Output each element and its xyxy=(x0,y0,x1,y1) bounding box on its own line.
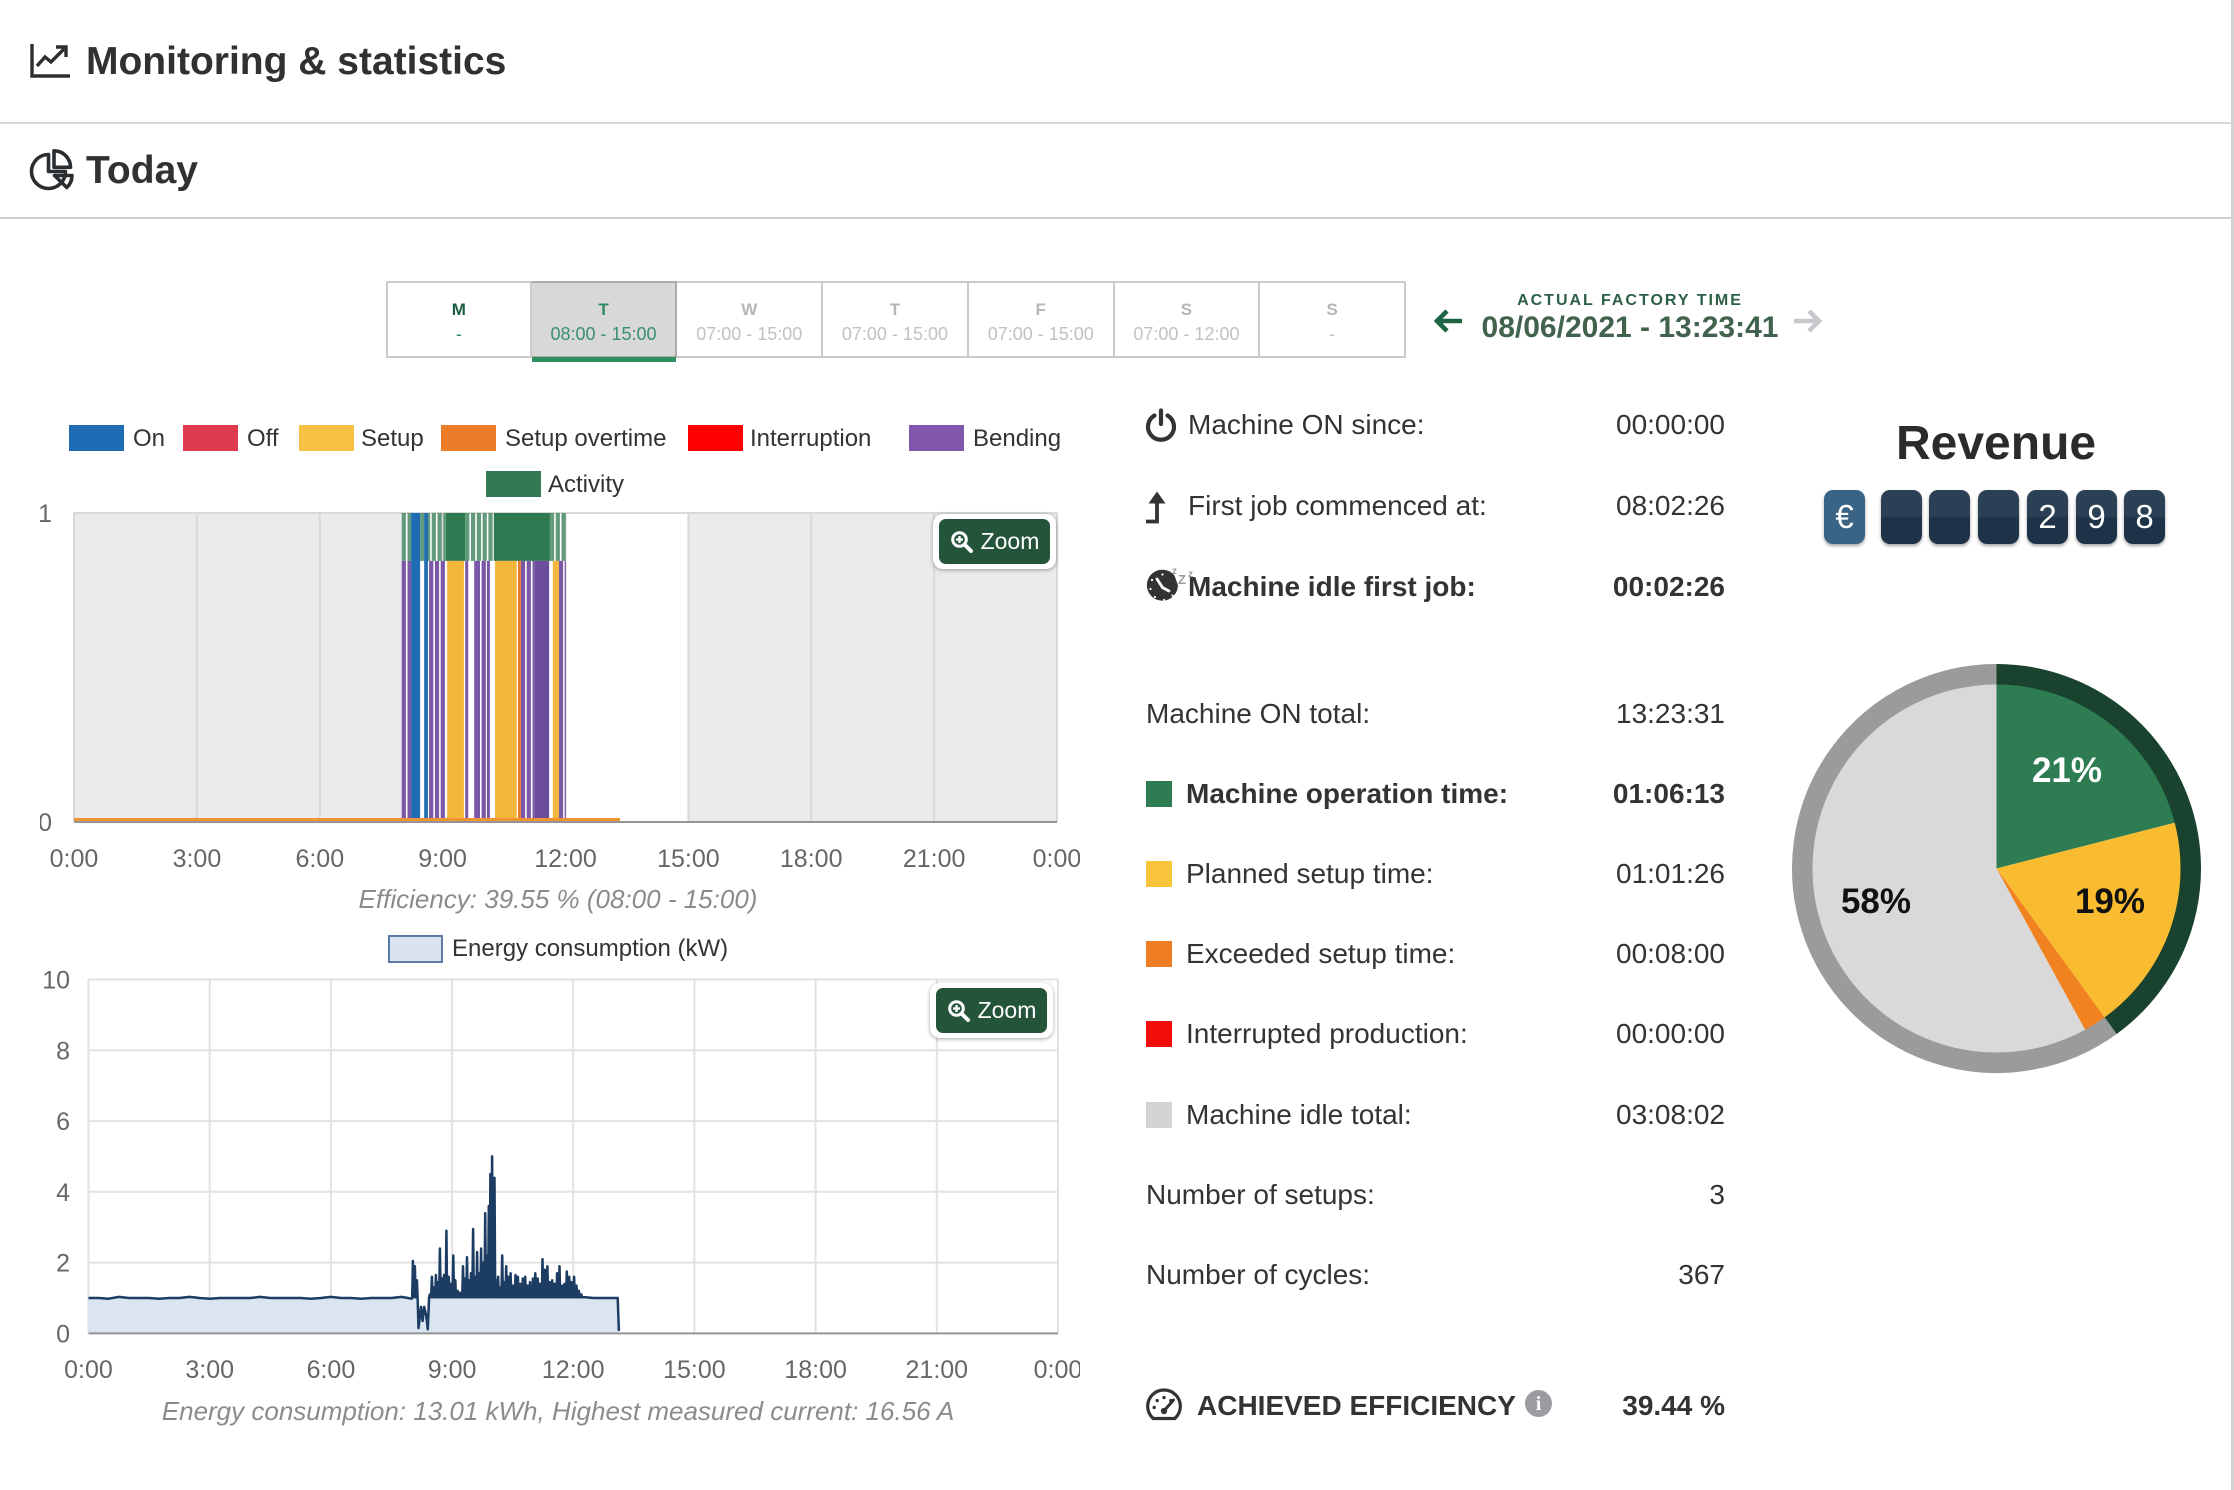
svg-text:6:00: 6:00 xyxy=(307,1356,356,1384)
svg-text:z: z xyxy=(1172,566,1177,577)
svg-text:15:00: 15:00 xyxy=(657,845,720,873)
svg-text:15:00: 15:00 xyxy=(663,1356,726,1384)
svg-text:9:00: 9:00 xyxy=(428,1356,477,1384)
svg-text:58%: 58% xyxy=(1841,882,1911,921)
svg-text:z: z xyxy=(1188,569,1193,580)
svg-text:0:00: 0:00 xyxy=(1033,845,1080,873)
svg-text:18:00: 18:00 xyxy=(780,845,843,873)
svg-text:21:00: 21:00 xyxy=(903,845,966,873)
svg-text:18:00: 18:00 xyxy=(784,1356,847,1384)
svg-text:Z: Z xyxy=(1178,572,1186,587)
svg-text:0:00: 0:00 xyxy=(1034,1356,1080,1384)
svg-text:3:00: 3:00 xyxy=(185,1356,234,1384)
svg-text:0: 0 xyxy=(40,809,52,837)
svg-text:4: 4 xyxy=(56,1179,70,1207)
svg-text:12:00: 12:00 xyxy=(534,845,597,873)
svg-text:8: 8 xyxy=(56,1037,70,1065)
svg-text:21:00: 21:00 xyxy=(906,1356,969,1384)
svg-text:6:00: 6:00 xyxy=(295,845,344,873)
svg-text:9:00: 9:00 xyxy=(418,845,467,873)
svg-text:3:00: 3:00 xyxy=(173,845,222,873)
svg-text:19%: 19% xyxy=(2075,882,2145,921)
svg-text:12:00: 12:00 xyxy=(542,1356,605,1384)
svg-text:21%: 21% xyxy=(2032,751,2102,790)
svg-text:0:00: 0:00 xyxy=(50,845,99,873)
svg-text:0: 0 xyxy=(56,1320,70,1348)
svg-text:0:00: 0:00 xyxy=(64,1356,113,1384)
svg-text:2: 2 xyxy=(56,1250,70,1278)
svg-text:10: 10 xyxy=(42,967,70,995)
svg-text:6: 6 xyxy=(56,1108,70,1136)
svg-text:1: 1 xyxy=(40,500,52,528)
